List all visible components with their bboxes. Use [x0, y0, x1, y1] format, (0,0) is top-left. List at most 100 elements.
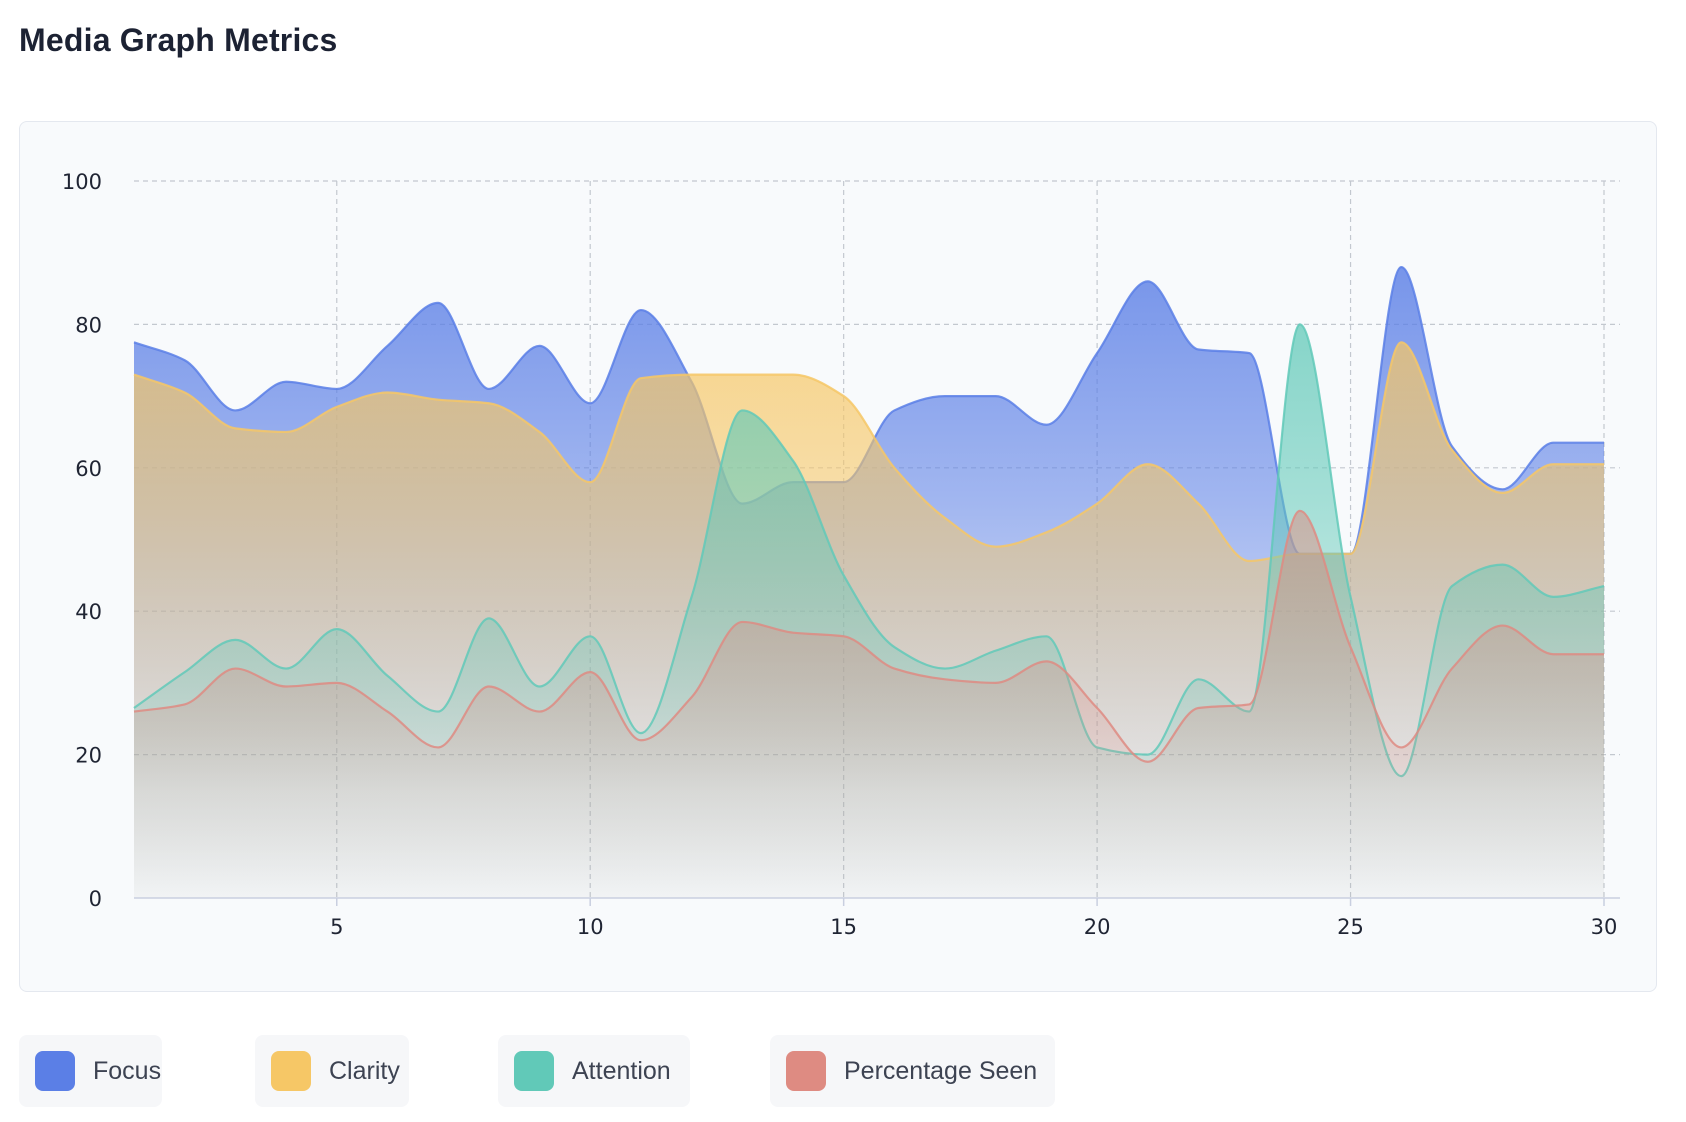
point-percentage-seen-6[interactable]: [383, 708, 391, 716]
point-percentage-seen-12[interactable]: [688, 693, 696, 701]
point-percentage-seen-8[interactable]: [485, 682, 493, 690]
point-clarity-11[interactable]: [637, 374, 645, 382]
point-clarity-6[interactable]: [383, 389, 391, 397]
point-attention-13[interactable]: [738, 406, 746, 414]
point-attention-12[interactable]: [688, 593, 696, 601]
point-focus-19[interactable]: [1042, 421, 1050, 429]
point-attention-3[interactable]: [231, 636, 239, 644]
point-attention-4[interactable]: [282, 665, 290, 673]
point-clarity-27[interactable]: [1448, 446, 1456, 454]
point-attention-17[interactable]: [941, 665, 949, 673]
point-percentage-seen-9[interactable]: [536, 708, 544, 716]
point-focus-26[interactable]: [1397, 263, 1405, 271]
point-attention-19[interactable]: [1042, 632, 1050, 640]
point-focus-10[interactable]: [586, 399, 594, 407]
point-attention-24[interactable]: [1296, 320, 1304, 328]
point-percentage-seen-24[interactable]: [1296, 507, 1304, 515]
point-focus-4[interactable]: [282, 378, 290, 386]
point-focus-11[interactable]: [637, 306, 645, 314]
point-clarity-9[interactable]: [536, 428, 544, 436]
legend-item-attention[interactable]: Attention: [498, 1035, 690, 1107]
point-clarity-15[interactable]: [840, 392, 848, 400]
point-percentage-seen-18[interactable]: [992, 679, 1000, 687]
point-percentage-seen-28[interactable]: [1499, 622, 1507, 630]
point-focus-30[interactable]: [1600, 439, 1608, 447]
point-clarity-16[interactable]: [890, 464, 898, 472]
point-attention-11[interactable]: [637, 729, 645, 737]
point-focus-3[interactable]: [231, 406, 239, 414]
point-clarity-8[interactable]: [485, 399, 493, 407]
point-clarity-10[interactable]: [586, 478, 594, 486]
point-percentage-seen-21[interactable]: [1144, 758, 1152, 766]
point-clarity-19[interactable]: [1042, 528, 1050, 536]
point-clarity-18[interactable]: [992, 543, 1000, 551]
point-percentage-seen-30[interactable]: [1600, 650, 1608, 658]
point-percentage-seen-16[interactable]: [890, 665, 898, 673]
point-attention-7[interactable]: [434, 708, 442, 716]
point-percentage-seen-13[interactable]: [738, 618, 746, 626]
point-attention-28[interactable]: [1499, 561, 1507, 569]
point-attention-22[interactable]: [1194, 675, 1202, 683]
point-percentage-seen-10[interactable]: [586, 668, 594, 676]
point-percentage-seen-5[interactable]: [333, 679, 341, 687]
point-attention-25[interactable]: [1347, 593, 1355, 601]
point-percentage-seen-22[interactable]: [1194, 704, 1202, 712]
point-clarity-3[interactable]: [231, 424, 239, 432]
point-focus-5[interactable]: [333, 385, 341, 393]
area-percentage-seen[interactable]: [134, 510, 1604, 898]
legend-item-clarity[interactable]: Clarity: [255, 1035, 409, 1107]
point-focus-29[interactable]: [1549, 439, 1557, 447]
point-focus-6[interactable]: [383, 342, 391, 350]
point-focus-17[interactable]: [941, 392, 949, 400]
point-clarity-2[interactable]: [181, 389, 189, 397]
point-percentage-seen-23[interactable]: [1245, 700, 1253, 708]
point-attention-29[interactable]: [1549, 593, 1557, 601]
point-attention-14[interactable]: [789, 457, 797, 465]
point-clarity-7[interactable]: [434, 396, 442, 404]
point-attention-8[interactable]: [485, 614, 493, 622]
point-attention-10[interactable]: [586, 632, 594, 640]
point-percentage-seen-11[interactable]: [637, 736, 645, 744]
point-attention-15[interactable]: [840, 571, 848, 579]
point-clarity-21[interactable]: [1144, 460, 1152, 468]
point-clarity-12[interactable]: [688, 371, 696, 379]
point-attention-30[interactable]: [1600, 582, 1608, 590]
point-percentage-seen-25[interactable]: [1347, 643, 1355, 651]
point-focus-20[interactable]: [1093, 349, 1101, 357]
point-percentage-seen-2[interactable]: [181, 700, 189, 708]
point-clarity-23[interactable]: [1245, 557, 1253, 565]
point-attention-9[interactable]: [536, 682, 544, 690]
point-percentage-seen-15[interactable]: [840, 632, 848, 640]
point-clarity-25[interactable]: [1347, 550, 1355, 558]
point-focus-1[interactable]: [130, 338, 138, 346]
point-attention-27[interactable]: [1448, 582, 1456, 590]
point-clarity-20[interactable]: [1093, 500, 1101, 508]
point-percentage-seen-4[interactable]: [282, 682, 290, 690]
point-focus-22[interactable]: [1194, 345, 1202, 353]
point-focus-9[interactable]: [536, 342, 544, 350]
point-percentage-seen-19[interactable]: [1042, 657, 1050, 665]
point-clarity-14[interactable]: [789, 371, 797, 379]
point-clarity-26[interactable]: [1397, 338, 1405, 346]
point-focus-16[interactable]: [890, 406, 898, 414]
point-focus-2[interactable]: [181, 356, 189, 364]
point-percentage-seen-29[interactable]: [1549, 650, 1557, 658]
legend-item-percentage-seen[interactable]: Percentage Seen: [770, 1035, 1055, 1107]
point-clarity-22[interactable]: [1194, 500, 1202, 508]
point-clarity-28[interactable]: [1499, 489, 1507, 497]
point-clarity-30[interactable]: [1600, 460, 1608, 468]
point-attention-18[interactable]: [992, 647, 1000, 655]
point-percentage-seen-3[interactable]: [231, 665, 239, 673]
point-attention-5[interactable]: [333, 625, 341, 633]
point-attention-6[interactable]: [383, 672, 391, 680]
point-focus-8[interactable]: [485, 385, 493, 393]
point-clarity-5[interactable]: [333, 403, 341, 411]
point-focus-7[interactable]: [434, 299, 442, 307]
point-percentage-seen-14[interactable]: [789, 629, 797, 637]
point-percentage-seen-20[interactable]: [1093, 704, 1101, 712]
area-chart[interactable]: 5 10 15 20 25 30 0 20 40 60 80 100: [20, 122, 1658, 993]
point-clarity-4[interactable]: [282, 428, 290, 436]
point-percentage-seen-26[interactable]: [1397, 743, 1405, 751]
point-percentage-seen-1[interactable]: [130, 708, 138, 716]
point-clarity-17[interactable]: [941, 514, 949, 522]
